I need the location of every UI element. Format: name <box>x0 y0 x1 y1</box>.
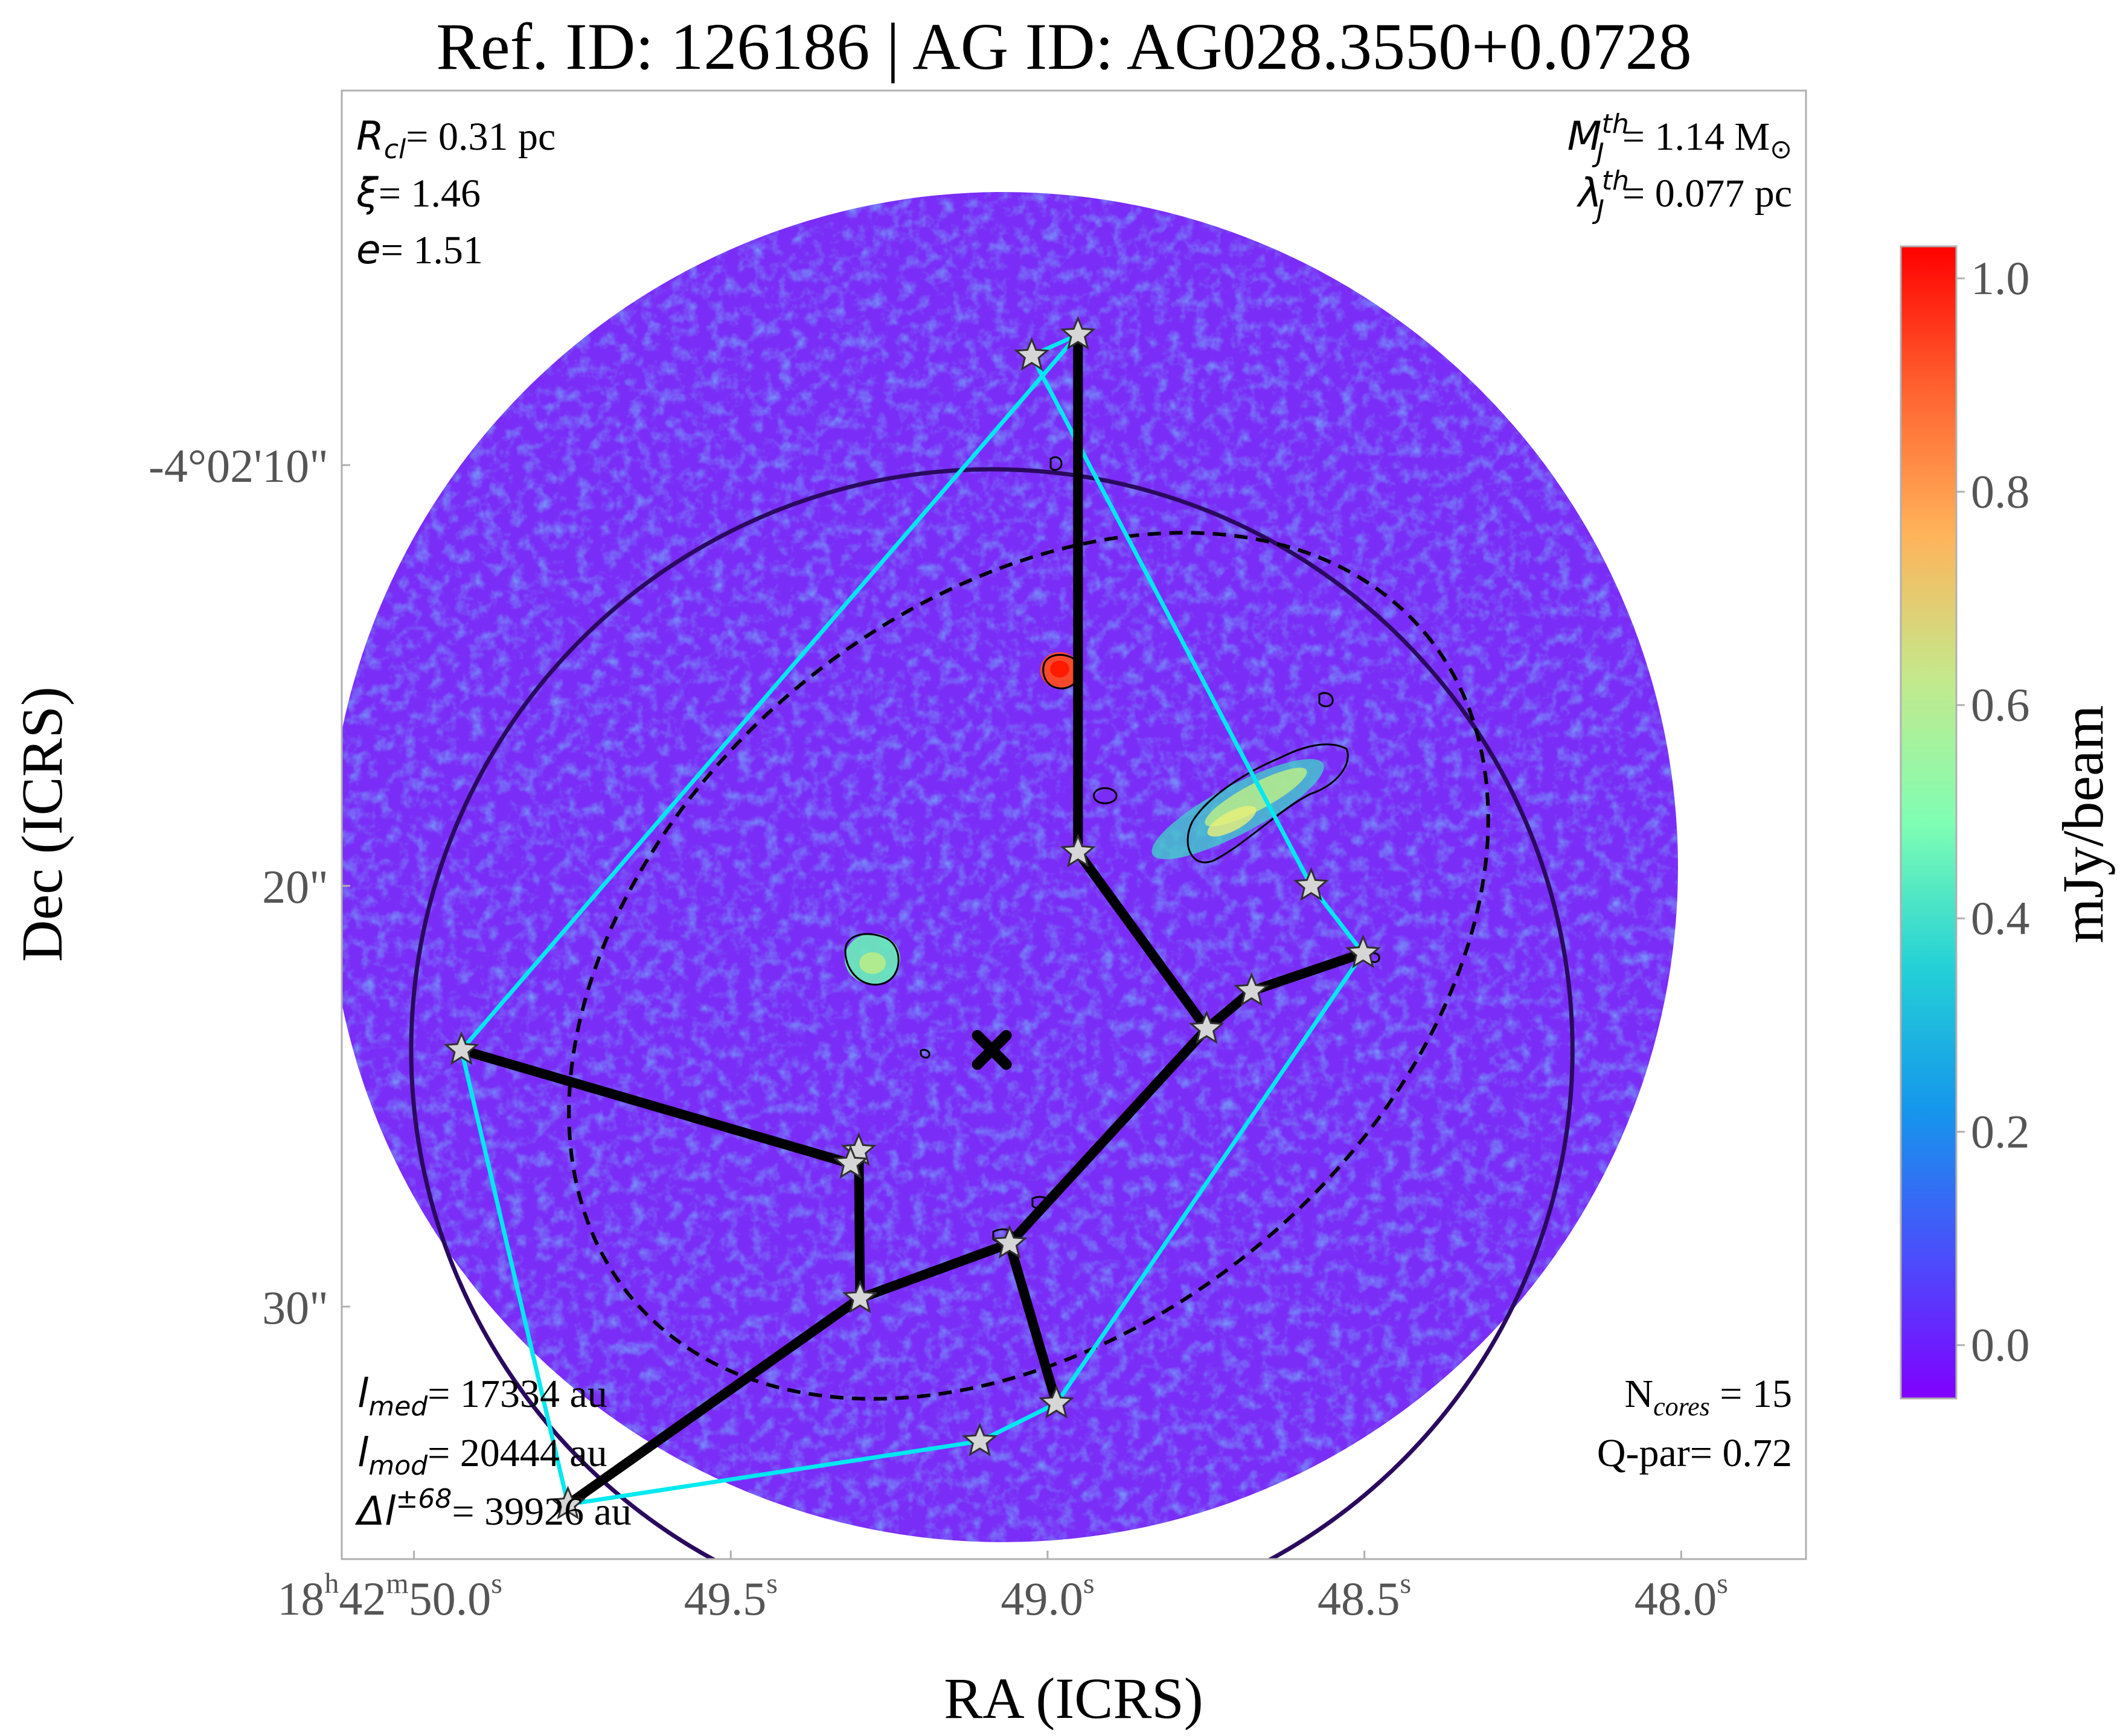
y-tick-label-1: 20" <box>262 860 328 913</box>
core-star-14 <box>550 1485 586 1520</box>
contour-small-3 <box>1318 692 1334 708</box>
mst-edge-6 <box>855 1238 1014 1303</box>
intensity-map <box>342 192 1678 1542</box>
x-tick-label-1: 49.5s <box>684 1568 778 1625</box>
y-ticks: -4°02'10" 20" 30" <box>149 440 350 1334</box>
annot-jeans-mass: Mth J = 1.14 M⊙ <box>1567 109 1792 168</box>
mst-edge-9 <box>456 1045 856 1168</box>
annotation-top-right: Mth J = 1.14 M⊙ λth J = 0.077 pc <box>1567 109 1792 225</box>
mst-edge-3 <box>1246 948 1368 996</box>
annotation-bottom-left: lmed= 17334 au lmod= 20444 au Δl±68= 399… <box>354 1370 632 1534</box>
colorbar-gradient <box>1900 245 1958 1400</box>
annot-l-mod: lmod= 20444 au <box>357 1429 607 1481</box>
x-tick-label-2: 49.0s <box>1001 1568 1094 1625</box>
contour-core-west <box>844 933 900 986</box>
cluster-center-marker <box>972 1030 1012 1070</box>
overlays <box>409 316 1575 1559</box>
cb-tick-label-3: 0.6 <box>1971 679 2030 731</box>
colorbar-ticks: 0.0 0.2 0.4 0.6 0.8 1.0 <box>1956 252 2030 1371</box>
mst-edge-5 <box>1004 1238 1062 1409</box>
core-star-7 <box>443 1031 479 1065</box>
colorbar-label: mJy/beam <box>2051 705 2115 944</box>
y-axis-label: Dec (ICRS) <box>10 687 74 962</box>
annot-delta-l: Δl±68= 39926 au <box>354 1484 632 1534</box>
annot-q-par: Q-par= 0.72 <box>1597 1431 1792 1475</box>
x-tick-label-0: 18h42m50.0s <box>277 1568 502 1625</box>
mst-edge-10 <box>563 1293 865 1510</box>
axes-frame <box>341 89 1807 1560</box>
x-ticks: 18h42m50.0s 49.5s 49.0s 48.5s 48.0s <box>277 1551 1728 1625</box>
core-star-13 <box>962 1422 998 1456</box>
cb-tick-label-1: 0.2 <box>1971 1105 2030 1158</box>
contour-small-7 <box>920 1049 930 1059</box>
contour-small-2 <box>1093 787 1118 804</box>
core-star-3 <box>1293 867 1329 902</box>
y-tick-label-2: 30" <box>262 1281 328 1334</box>
cb-tick-label-0: 0.0 <box>1971 1319 2030 1371</box>
colorbar: 0.0 0.2 0.4 0.6 0.8 1.0 mJy/beam <box>1900 245 2115 1400</box>
chart-title: Ref. ID: 126186 | AG ID: AG028.3550+0.07… <box>436 10 1691 83</box>
annot-xi: ξ= 1.46 <box>356 170 481 216</box>
x-tick-label-4: 48.0s <box>1635 1568 1728 1625</box>
annotation-top-left: Rcl= 0.31 pc ξ= 1.46 e= 1.51 <box>356 113 556 273</box>
core-star-1 <box>1014 337 1050 371</box>
core-star-9 <box>833 1145 869 1179</box>
core-star-6 <box>1188 1010 1225 1045</box>
core-star-11 <box>842 1280 878 1314</box>
core-star-2 <box>1060 833 1096 868</box>
annot-l-med: lmed= 17334 au <box>357 1370 607 1422</box>
core-star-0 <box>1060 316 1096 350</box>
annot-r-cl: Rcl= 0.31 pc <box>356 113 556 165</box>
center-stroke-2 <box>972 1030 1012 1070</box>
core-star-4 <box>1345 934 1381 969</box>
mst-edge-4 <box>1004 1023 1212 1249</box>
cb-tick-label-2: 0.4 <box>1971 892 2030 944</box>
contour-filament <box>1186 743 1349 863</box>
annot-e: e= 1.51 <box>356 226 483 273</box>
annot-jeans-length: λth J = 0.077 pc <box>1577 165 1792 225</box>
annot-n-cores: Ncores = 15 <box>1624 1372 1792 1421</box>
cb-tick-label-4: 0.8 <box>1971 465 2030 517</box>
y-tick-label-0: -4°02'10" <box>149 440 328 492</box>
core-star-5 <box>1234 972 1270 1007</box>
mst-edge-1 <box>1073 847 1212 1034</box>
cluster-circle <box>409 467 1575 1559</box>
cb-tick-label-5: 1.0 <box>1971 252 2030 304</box>
core-star-12 <box>1039 1385 1075 1419</box>
fit-ellipse <box>567 531 1490 1401</box>
core-star-10 <box>991 1225 1028 1259</box>
x-axis-label: RA (ICRS) <box>944 1666 1203 1731</box>
x-tick-label-3: 48.5s <box>1318 1568 1411 1625</box>
contour-small-1 <box>1049 456 1063 471</box>
annotation-bottom-right: Ncores = 15 Q-par= 0.72 <box>1597 1372 1792 1475</box>
